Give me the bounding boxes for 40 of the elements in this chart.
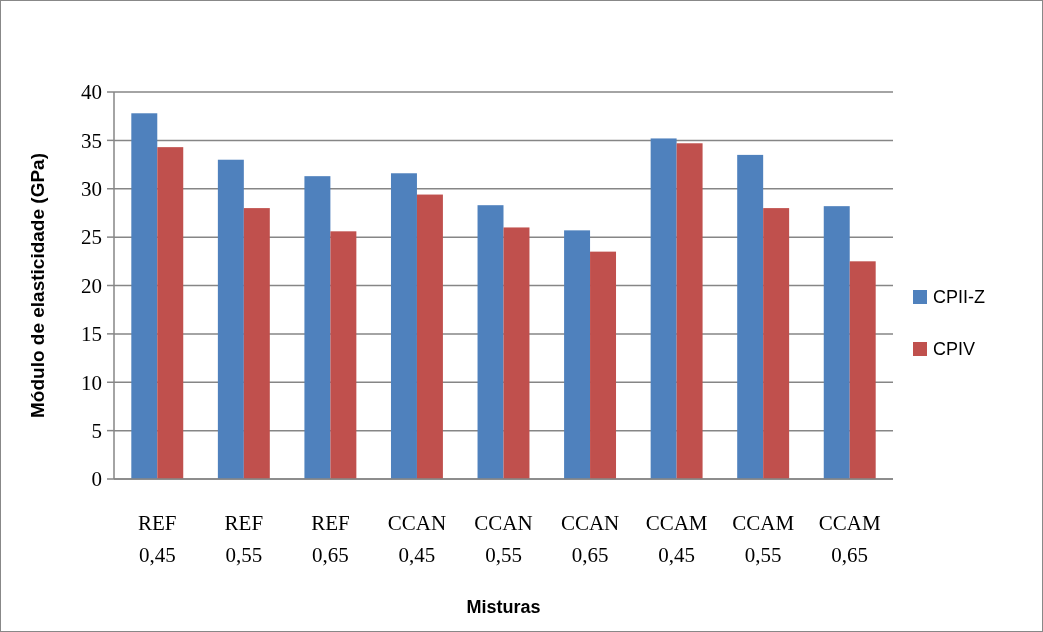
y-tick-label: 40 — [81, 80, 102, 105]
bar — [676, 143, 703, 479]
bar — [330, 231, 357, 479]
y-tick-label: 10 — [81, 370, 102, 395]
bar — [217, 159, 244, 479]
x-tick-label: CCAM 0,55 — [732, 511, 795, 567]
bar — [477, 205, 504, 479]
y-tick-label: 5 — [91, 418, 102, 443]
x-tick-label: CCAN 0,45 — [387, 511, 447, 567]
bar — [304, 176, 331, 479]
x-tick-label: REF 0,65 — [311, 511, 350, 567]
x-tick-label: CCAN 0,55 — [474, 511, 533, 567]
bar — [564, 230, 591, 479]
bar — [737, 154, 764, 479]
bar — [243, 208, 270, 479]
bar — [503, 227, 530, 479]
bar — [849, 261, 876, 479]
legend-label: CPIV — [933, 339, 976, 360]
legend-label: CPII-Z — [933, 287, 985, 308]
y-tick-label: 0 — [91, 467, 102, 492]
x-tick-label: CCAN 0,65 — [560, 511, 620, 567]
y-tick-label: 35 — [81, 128, 102, 153]
bar — [650, 138, 677, 479]
x-tick-label: CCAM 0,65 — [818, 511, 881, 567]
y-tick-label: 15 — [81, 322, 102, 347]
y-axis-title: Módulo de elasticidade (GPa) — [27, 153, 48, 418]
y-tick-label: 25 — [81, 225, 102, 250]
x-tick-label: REF 0,45 — [138, 511, 177, 567]
bar — [416, 194, 443, 479]
y-tick-label: 20 — [81, 273, 102, 298]
bar — [157, 147, 184, 479]
bar — [590, 251, 617, 479]
bar — [131, 113, 158, 479]
y-tick-label: 30 — [81, 177, 102, 202]
bar — [390, 173, 417, 479]
x-axis-title: Misturas — [466, 597, 541, 617]
x-tick-label: REF 0,55 — [224, 511, 264, 567]
x-tick-label: CCAM 0,45 — [645, 511, 708, 567]
bar — [823, 206, 850, 479]
bar — [763, 208, 790, 479]
